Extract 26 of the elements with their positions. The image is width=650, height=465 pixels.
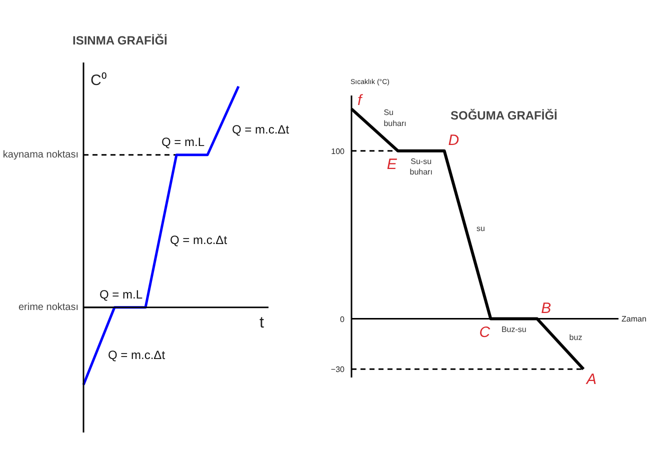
annotation: Q = m.c.Δt [108,348,166,362]
annotation: Q = m.c.Δt [232,122,290,137]
data-label: A [586,371,597,388]
annotation: Buz-su [501,324,526,334]
chart-title: ISINMA GRAFİĞİ [72,34,168,48]
data-label: E [386,156,398,173]
data-label: C [479,324,490,341]
annotation: Q = m.L [161,134,205,149]
data-label: B [541,300,552,317]
ref-line-label: kaynama noktası [2,149,79,160]
y-tick-label: −30 [330,365,346,374]
y-axis-title: C⁰ [90,72,106,89]
x-axis-title: Zaman [622,314,646,324]
annotation: Su-su buharı [410,156,432,177]
annotation: su [476,224,485,233]
annotation: Su buharı [384,108,406,128]
ref-line-label: erime noktası [18,302,79,313]
annotation: buz [569,332,582,342]
y-tick-label: 0 [340,314,346,324]
data-label: D [448,132,460,149]
data-label: f [358,92,364,109]
x-axis-title: t [260,314,264,332]
annotation: Q = m.c.Δt [170,233,228,248]
y-tick-label: 100 [331,146,346,156]
annotation: Q = m.L [99,287,143,302]
text: SOĞUMA GRAFİĞİ [450,108,558,122]
